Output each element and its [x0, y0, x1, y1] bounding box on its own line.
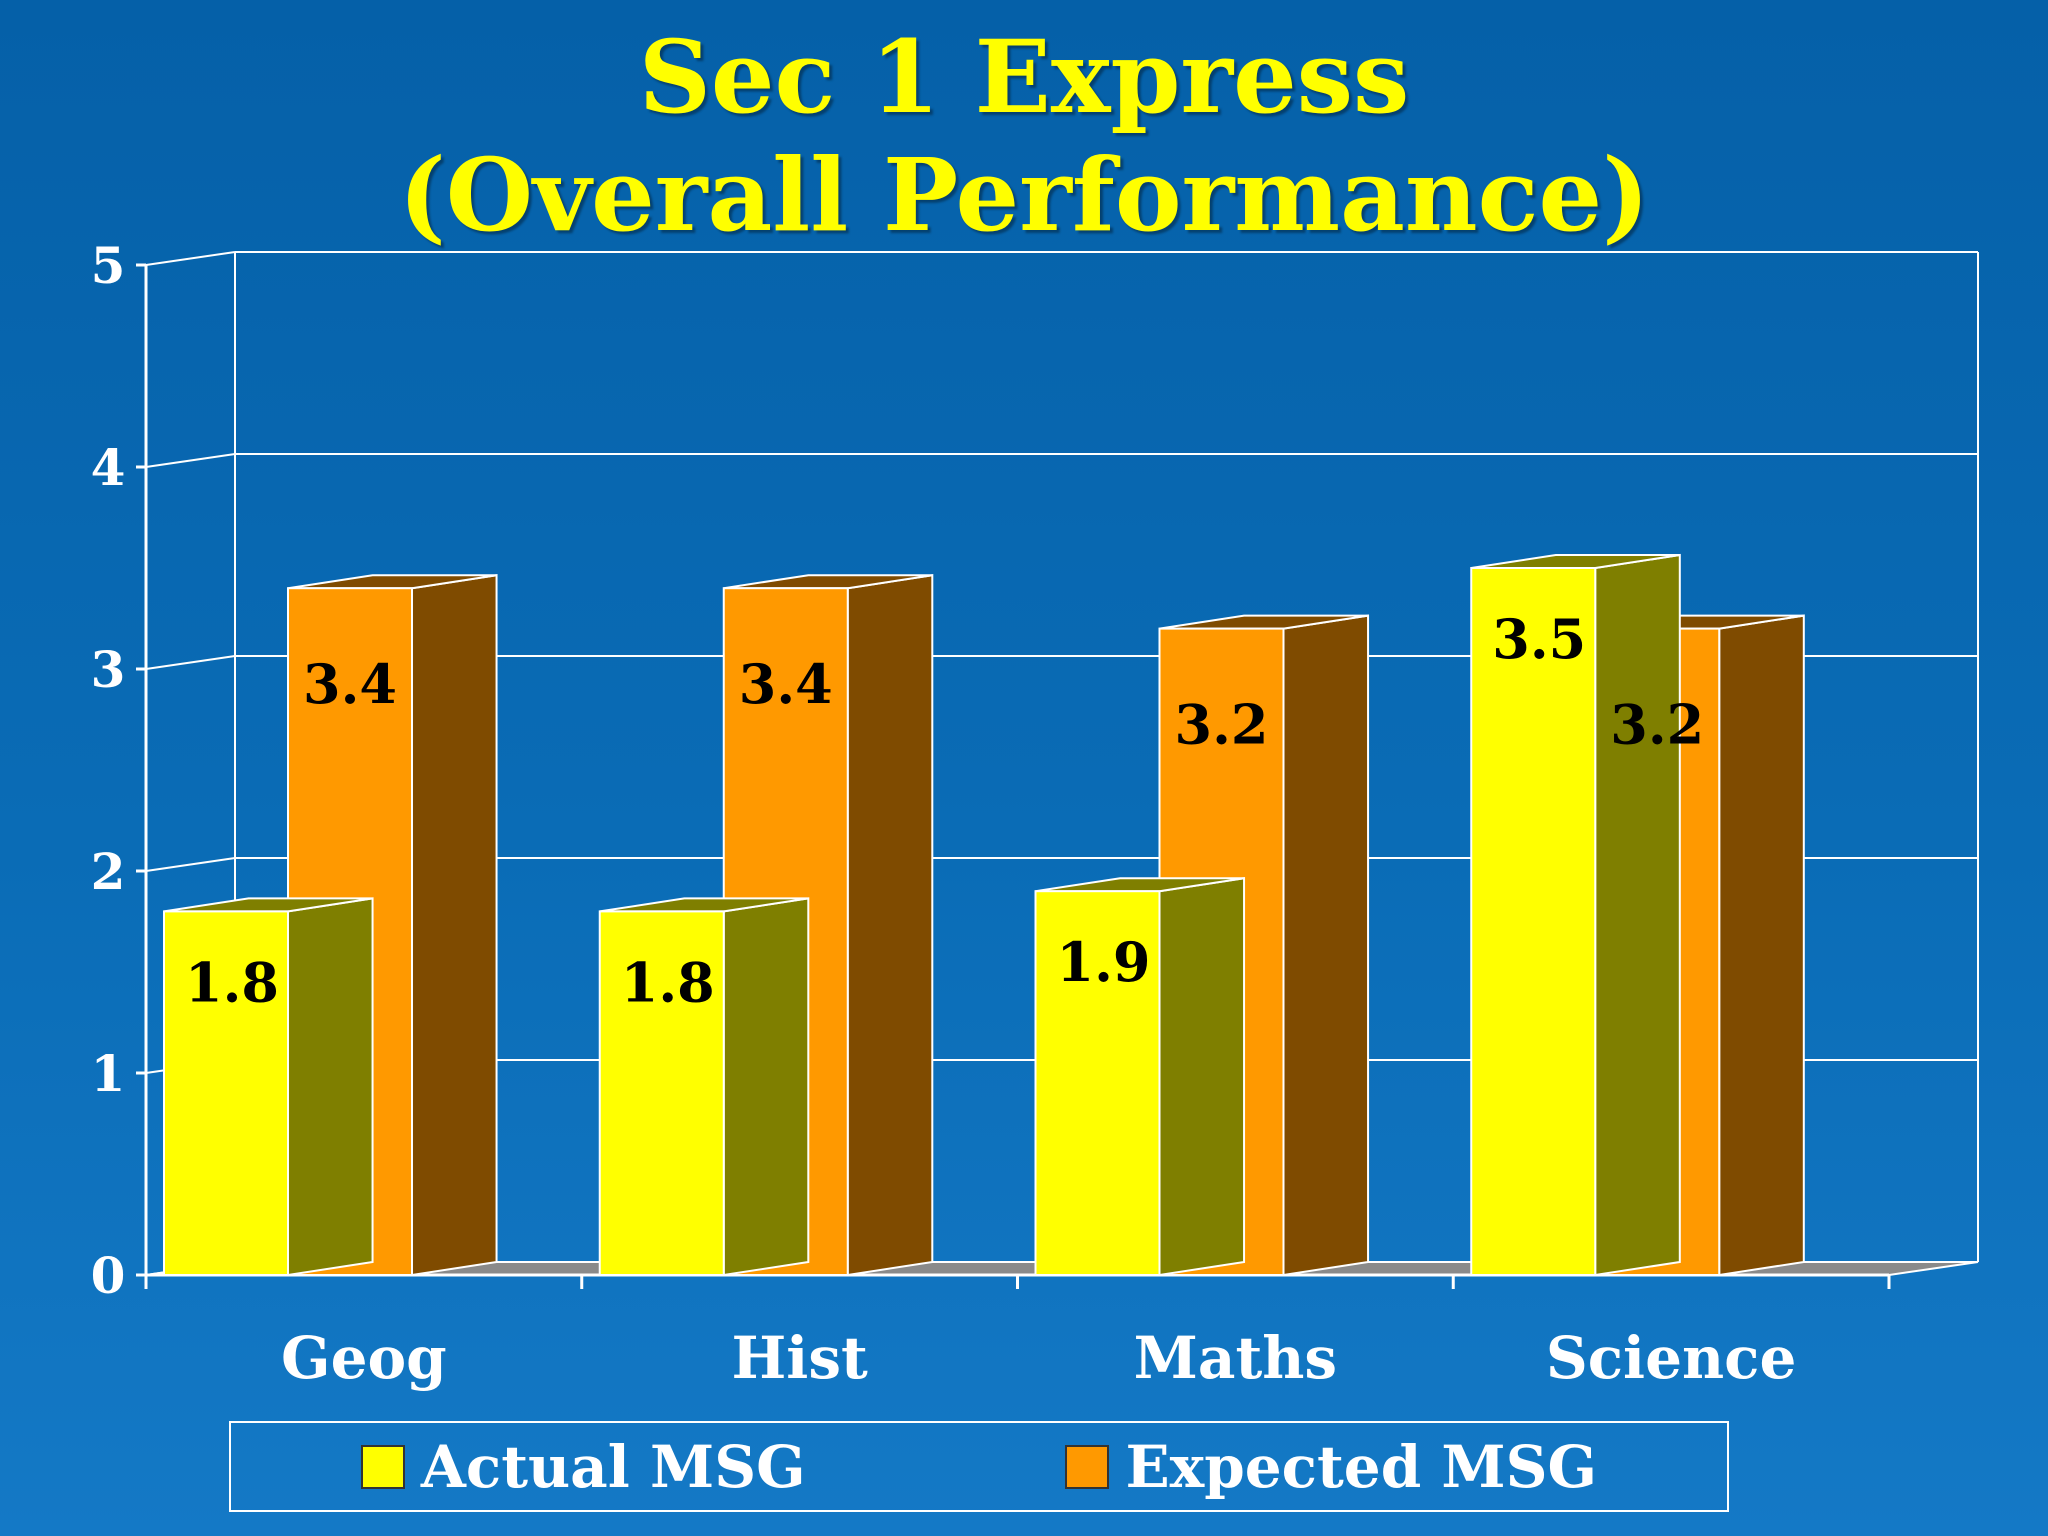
data-label: 3.2 — [1610, 693, 1704, 757]
x-tick-label: Science — [1546, 1324, 1797, 1392]
label-layer: Geog 3.4 1.8 Hist 3.4 1.8 Maths 3.2 1.9 Science 3.… — [185, 607, 1796, 1392]
gridline-side — [145, 857, 236, 872]
bar-actual — [598, 910, 725, 1277]
bar-layer — [163, 553, 1805, 1277]
legend-swatch-expected — [1065, 1444, 1110, 1489]
bar-actual — [163, 910, 289, 1277]
legend: Actual MSG Expected MSG — [229, 1421, 1729, 1512]
data-label: 1.8 — [621, 950, 715, 1014]
bar-side — [411, 574, 498, 1277]
legend-item-actual: Actual MSG — [360, 1432, 806, 1501]
bar-actual — [1470, 567, 1597, 1276]
bar-side — [1282, 614, 1370, 1277]
gridline-side — [145, 251, 236, 266]
data-label: 3.4 — [739, 652, 833, 716]
bar-side — [722, 897, 810, 1277]
data-label: 3.2 — [1175, 693, 1269, 757]
y-tick-label: 4 — [91, 438, 126, 497]
bar-side — [1718, 614, 1805, 1277]
data-label: 1.9 — [1057, 930, 1151, 994]
y-tick-label: 2 — [91, 842, 126, 901]
chart-title-line-1: Sec 1 Express — [638, 18, 1410, 136]
data-label: 1.8 — [185, 950, 279, 1014]
bar-side — [1158, 877, 1246, 1277]
bar-side — [846, 574, 934, 1277]
legend-swatch-actual — [360, 1444, 405, 1489]
x-tick-label: Maths — [1134, 1324, 1337, 1392]
legend-label-expected: Expected MSG — [1125, 1432, 1598, 1501]
y-tick-label: 3 — [91, 640, 126, 699]
y-tick-label: 0 — [91, 1246, 126, 1305]
x-tick-label: Hist — [731, 1324, 867, 1392]
bar-side — [1594, 553, 1681, 1277]
chart-title: Sec 1 Express (Overall Performance) — [0, 18, 2048, 254]
gridline-side — [145, 655, 236, 670]
legend-item-expected: Expected MSG — [1065, 1433, 1597, 1501]
axis-layer: 0 1 2 3 4 5 — [91, 236, 1891, 1305]
gridline-side — [145, 453, 236, 468]
chart-title-line-2: (Overall Performance) — [398, 136, 1650, 254]
data-label: 3.4 — [303, 652, 397, 716]
y-tick-label: 5 — [91, 236, 126, 295]
y-tick-label: 1 — [91, 1044, 126, 1103]
x-tick-label: Geog — [281, 1324, 447, 1392]
bar-side — [287, 897, 374, 1277]
data-label: 3.5 — [1492, 607, 1586, 671]
legend-label-actual: Actual MSG — [420, 1432, 806, 1501]
bar-actual — [1034, 890, 1161, 1276]
